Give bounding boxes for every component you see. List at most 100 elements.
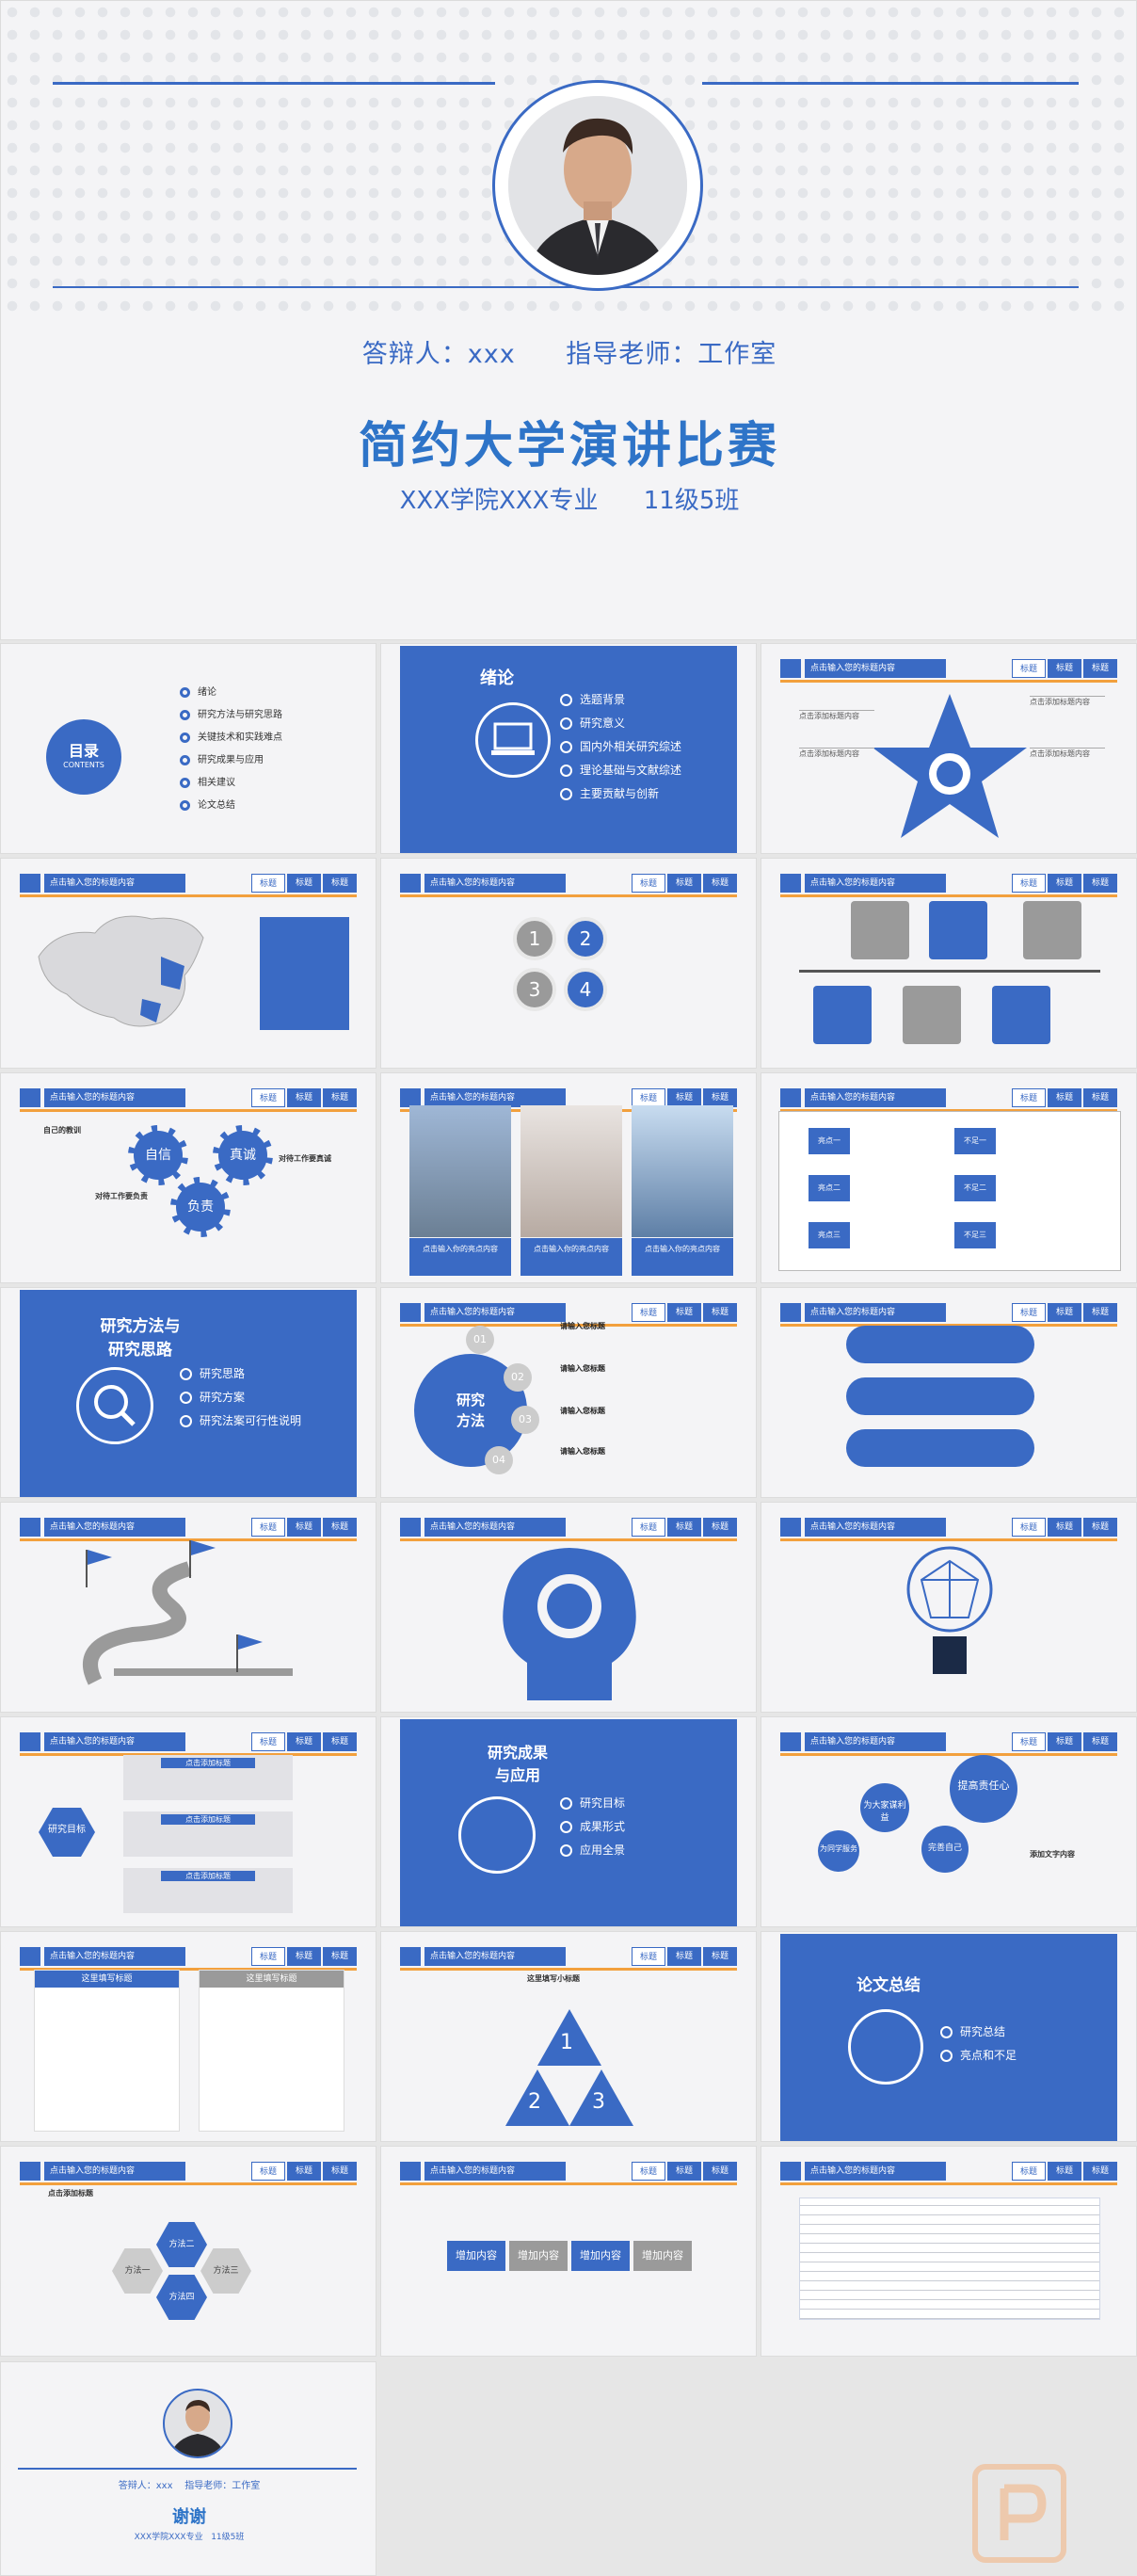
slide-bulb[interactable]: 点击输入您的标题内容 标题 标题 标题: [761, 1502, 1137, 1713]
slide-closing[interactable]: 答辩人：xxx 指导老师：工作室 谢谢 XXX学院XXX专业 11级5班: [0, 2361, 376, 2576]
slide-header: 点击输入您的标题内容 标题 标题 标题: [780, 1303, 1117, 1327]
slide-gears[interactable]: 点击输入您的标题内容 标题 标题 标题 自信 真诚 负责 自己的教训 对待工作要真诚 …: [0, 1072, 376, 1283]
slide-summary-section[interactable]: 论文总结 研究总结 亮点和不足: [761, 1931, 1137, 2142]
closing-thanks: 谢谢: [172, 2507, 206, 2527]
search-icon: [76, 1367, 153, 1444]
slide-header: 点击输入您的标题内容 标题 标题 标题: [400, 1303, 737, 1327]
summary-title: 论文总结: [857, 1976, 921, 1995]
cover-meta: 答辩人：xxx 指导老师：工作室: [1, 333, 1136, 370]
timeline-axis: [799, 970, 1100, 973]
slide-map[interactable]: 点击输入您的标题内容 标题 标题 标题: [0, 858, 376, 1069]
slide-intro[interactable]: 绪论 选题背景 研究意义 国内外相关研究综述 理论基础与文献综述 主要贡献与创新: [380, 643, 757, 854]
slide-numbers[interactable]: 点击输入您的标题内容 标题 标题 标题 1 2 3 4: [380, 858, 757, 1069]
slide-research-method[interactable]: 点击输入您的标题内容 标题 标题 标题 研究 方法 01 02 03 04 请输入您标…: [380, 1287, 757, 1498]
defender-label: 答辩人：xxx: [361, 340, 516, 369]
slide-photos[interactable]: 点击输入您的标题内容 标题 标题 标题 点击输入你的亮点内容 点击输入你的亮点内容 点…: [380, 1072, 757, 1283]
slide-compare[interactable]: 点击输入您的标题内容 标题 标题 标题 亮点一 亮点二 亮点三 不足一 不足二 不足三: [761, 1072, 1137, 1283]
slide-hexagons[interactable]: 点击输入您的标题内容 标题 标题 标题 方法一 方法二 方法三 方法四 点击添加标题: [0, 2146, 376, 2357]
photo-building: [632, 1105, 733, 1237]
toc-item[interactable]: 论文总结: [180, 797, 282, 819]
slide-head[interactable]: 点击输入您的标题内容 标题 标题 标题: [380, 1502, 757, 1713]
computer-icon: [475, 702, 551, 778]
intro-item[interactable]: 主要贡献与创新: [560, 785, 659, 801]
college-label: XXX学院XXX专业: [399, 487, 599, 515]
intro-item[interactable]: 选题背景: [560, 691, 625, 707]
middle-rule: [53, 286, 1079, 288]
top-rule-left: [53, 82, 495, 85]
gear-responsibility: 负责: [170, 1177, 231, 1237]
slide-header: 点击输入您的标题内容 标题 标题 标题: [400, 1518, 737, 1541]
advisor-label: 指导老师：工作室: [566, 340, 777, 369]
intro-title: 绪论: [480, 668, 514, 688]
number-badge: 2: [564, 917, 607, 960]
slide-header: 点击输入您的标题内容 标题 标题 标题: [780, 1518, 1117, 1541]
toc-item[interactable]: 绪论: [180, 684, 282, 706]
map-text-box: [260, 917, 349, 1030]
toc-list: 绪论 研究方法与研究思路 关键技术和实践难点 研究成果与应用 相关建议 论文总结: [180, 684, 282, 819]
intro-item[interactable]: 理论基础与文献综述: [560, 762, 681, 778]
slide-boxes[interactable]: 点击输入您的标题内容 标题 标题 标题 增加内容 增加内容 增加内容 增加内容: [380, 2146, 757, 2357]
text-block: [799, 2198, 1100, 2320]
slide-header: 点击输入您的标题内容 标题 标题 标题: [780, 659, 1117, 683]
toc-subtitle: CONTENTS: [63, 761, 104, 769]
slide-header: 点击输入您的标题内容 标题 标题 标题: [780, 2162, 1117, 2185]
number-badge: 1: [513, 917, 556, 960]
closing-meta: 答辩人：xxx 指导老师：工作室: [118, 2481, 261, 2491]
toc-item[interactable]: 相关建议: [180, 774, 282, 797]
toc-title: 目录: [68, 742, 99, 760]
cover-slide[interactable]: 答辩人：xxx 指导老师：工作室 简约大学演讲比赛 XXX学院XXX专业 11级…: [0, 0, 1137, 640]
slide-header: 点击输入您的标题内容 标题 标题 标题: [20, 1518, 357, 1541]
slide-header: 点击输入您的标题内容 标题 标题 标题: [400, 874, 737, 897]
slide-goal[interactable]: 点击输入您的标题内容 标题 标题 标题 研究目标 点击添加标题 点击添加标题 点击添加…: [0, 1716, 376, 1927]
photo-hand: [520, 1105, 622, 1237]
slide-toc[interactable]: 目录 CONTENTS 绪论 研究方法与研究思路 关键技术和实践难点 研究成果与…: [0, 643, 376, 854]
closing-photo: [163, 2389, 232, 2458]
triangle-diagram: [505, 2009, 633, 2126]
intro-item[interactable]: 研究意义: [560, 715, 625, 731]
star-icon: [873, 694, 1027, 838]
number-badge: 4: [564, 968, 607, 1011]
speaker-photo: [492, 80, 703, 291]
bulb-icon: [906, 1546, 993, 1674]
slide-star[interactable]: 点击输入您的标题内容 标题 标题 标题 点击添加标题内容 点击添加标题内容 点击添加标…: [761, 643, 1137, 854]
slide-header: 点击输入您的标题内容 标题 标题 标题: [400, 1088, 737, 1112]
closing-sub: XXX学院XXX专业 11级5班: [134, 2533, 245, 2542]
slide-timeline[interactable]: 点击输入您的标题内容 标题 标题 标题: [761, 858, 1137, 1069]
toc-item[interactable]: 研究成果与应用: [180, 751, 282, 774]
slide-method-section[interactable]: 研究方法与 研究思路 研究思路 研究方案 研究法案可行性说明: [0, 1287, 376, 1498]
slide-lists[interactable]: 点击输入您的标题内容 标题 标题 标题 这里填写标题 这里填写标题: [0, 1931, 376, 2142]
slide-header: 点击输入您的标题内容 标题 标题 标题: [400, 2162, 737, 2185]
china-map: [38, 915, 204, 1027]
toc-item[interactable]: 研究方法与研究思路: [180, 706, 282, 729]
watermark-logo: [972, 2464, 1066, 2563]
slide-header: 点击输入您的标题内容 标题 标题 标题: [20, 1947, 357, 1971]
slide-bubbles[interactable]: 点击输入您的标题内容 标题 标题 标题 为大家谋利益 提高责任心 完善自己 为同学服务…: [761, 1716, 1137, 1927]
top-rule-right: [702, 82, 1079, 85]
gears-icon: [458, 1796, 536, 1874]
slide-header: 点击输入您的标题内容 标题 标题 标题: [20, 874, 357, 897]
slide-results-section[interactable]: 研究成果 与应用 研究目标 成果形式 应用全景: [380, 1716, 757, 1927]
intro-item[interactable]: 国内外相关研究综述: [560, 738, 681, 754]
gear-confidence: 自信: [128, 1125, 188, 1185]
number-badge: 3: [513, 968, 556, 1011]
results-title: 研究成果 与应用: [487, 1744, 548, 1784]
slide-header: 点击输入您的标题内容 标题 标题 标题: [780, 874, 1117, 897]
gear-sincerity: 真诚: [213, 1125, 273, 1185]
class-label: 11级5班: [643, 487, 740, 515]
method-title: 研究方法与 研究思路: [100, 1317, 181, 1360]
slide-header: 点击输入您的标题内容 标题 标题 标题: [780, 1088, 1117, 1112]
slide-header: 点击输入您的标题内容 标题 标题 标题: [20, 1732, 357, 1756]
slide-text-page[interactable]: 点击输入您的标题内容 标题 标题 标题: [761, 2146, 1137, 2357]
cover-subtitle: XXX学院XXX专业 11级5班: [1, 481, 1136, 516]
slide-triangle[interactable]: 点击输入您的标题内容 标题 标题 标题 这里填写小标题 1 2 3: [380, 1931, 757, 2142]
presentation-title: 简约大学演讲比赛: [358, 418, 780, 475]
toc-item[interactable]: 关键技术和实践难点: [180, 729, 282, 751]
slide-header: 点击输入您的标题内容 标题 标题 标题: [20, 2162, 357, 2185]
slide-flags[interactable]: 点击输入您的标题内容 标题 标题 标题: [0, 1502, 376, 1713]
road-flags: [83, 1540, 293, 1685]
head-icon: [503, 1548, 636, 1700]
slide-header: 点击输入您的标题内容 标题 标题 标题: [780, 1732, 1117, 1756]
slide-ribbons[interactable]: 点击输入您的标题内容 标题 标题 标题: [761, 1287, 1137, 1498]
intro-panel: 绪论 选题背景 研究意义 国内外相关研究综述 理论基础与文献综述 主要贡献与创新: [400, 646, 737, 853]
